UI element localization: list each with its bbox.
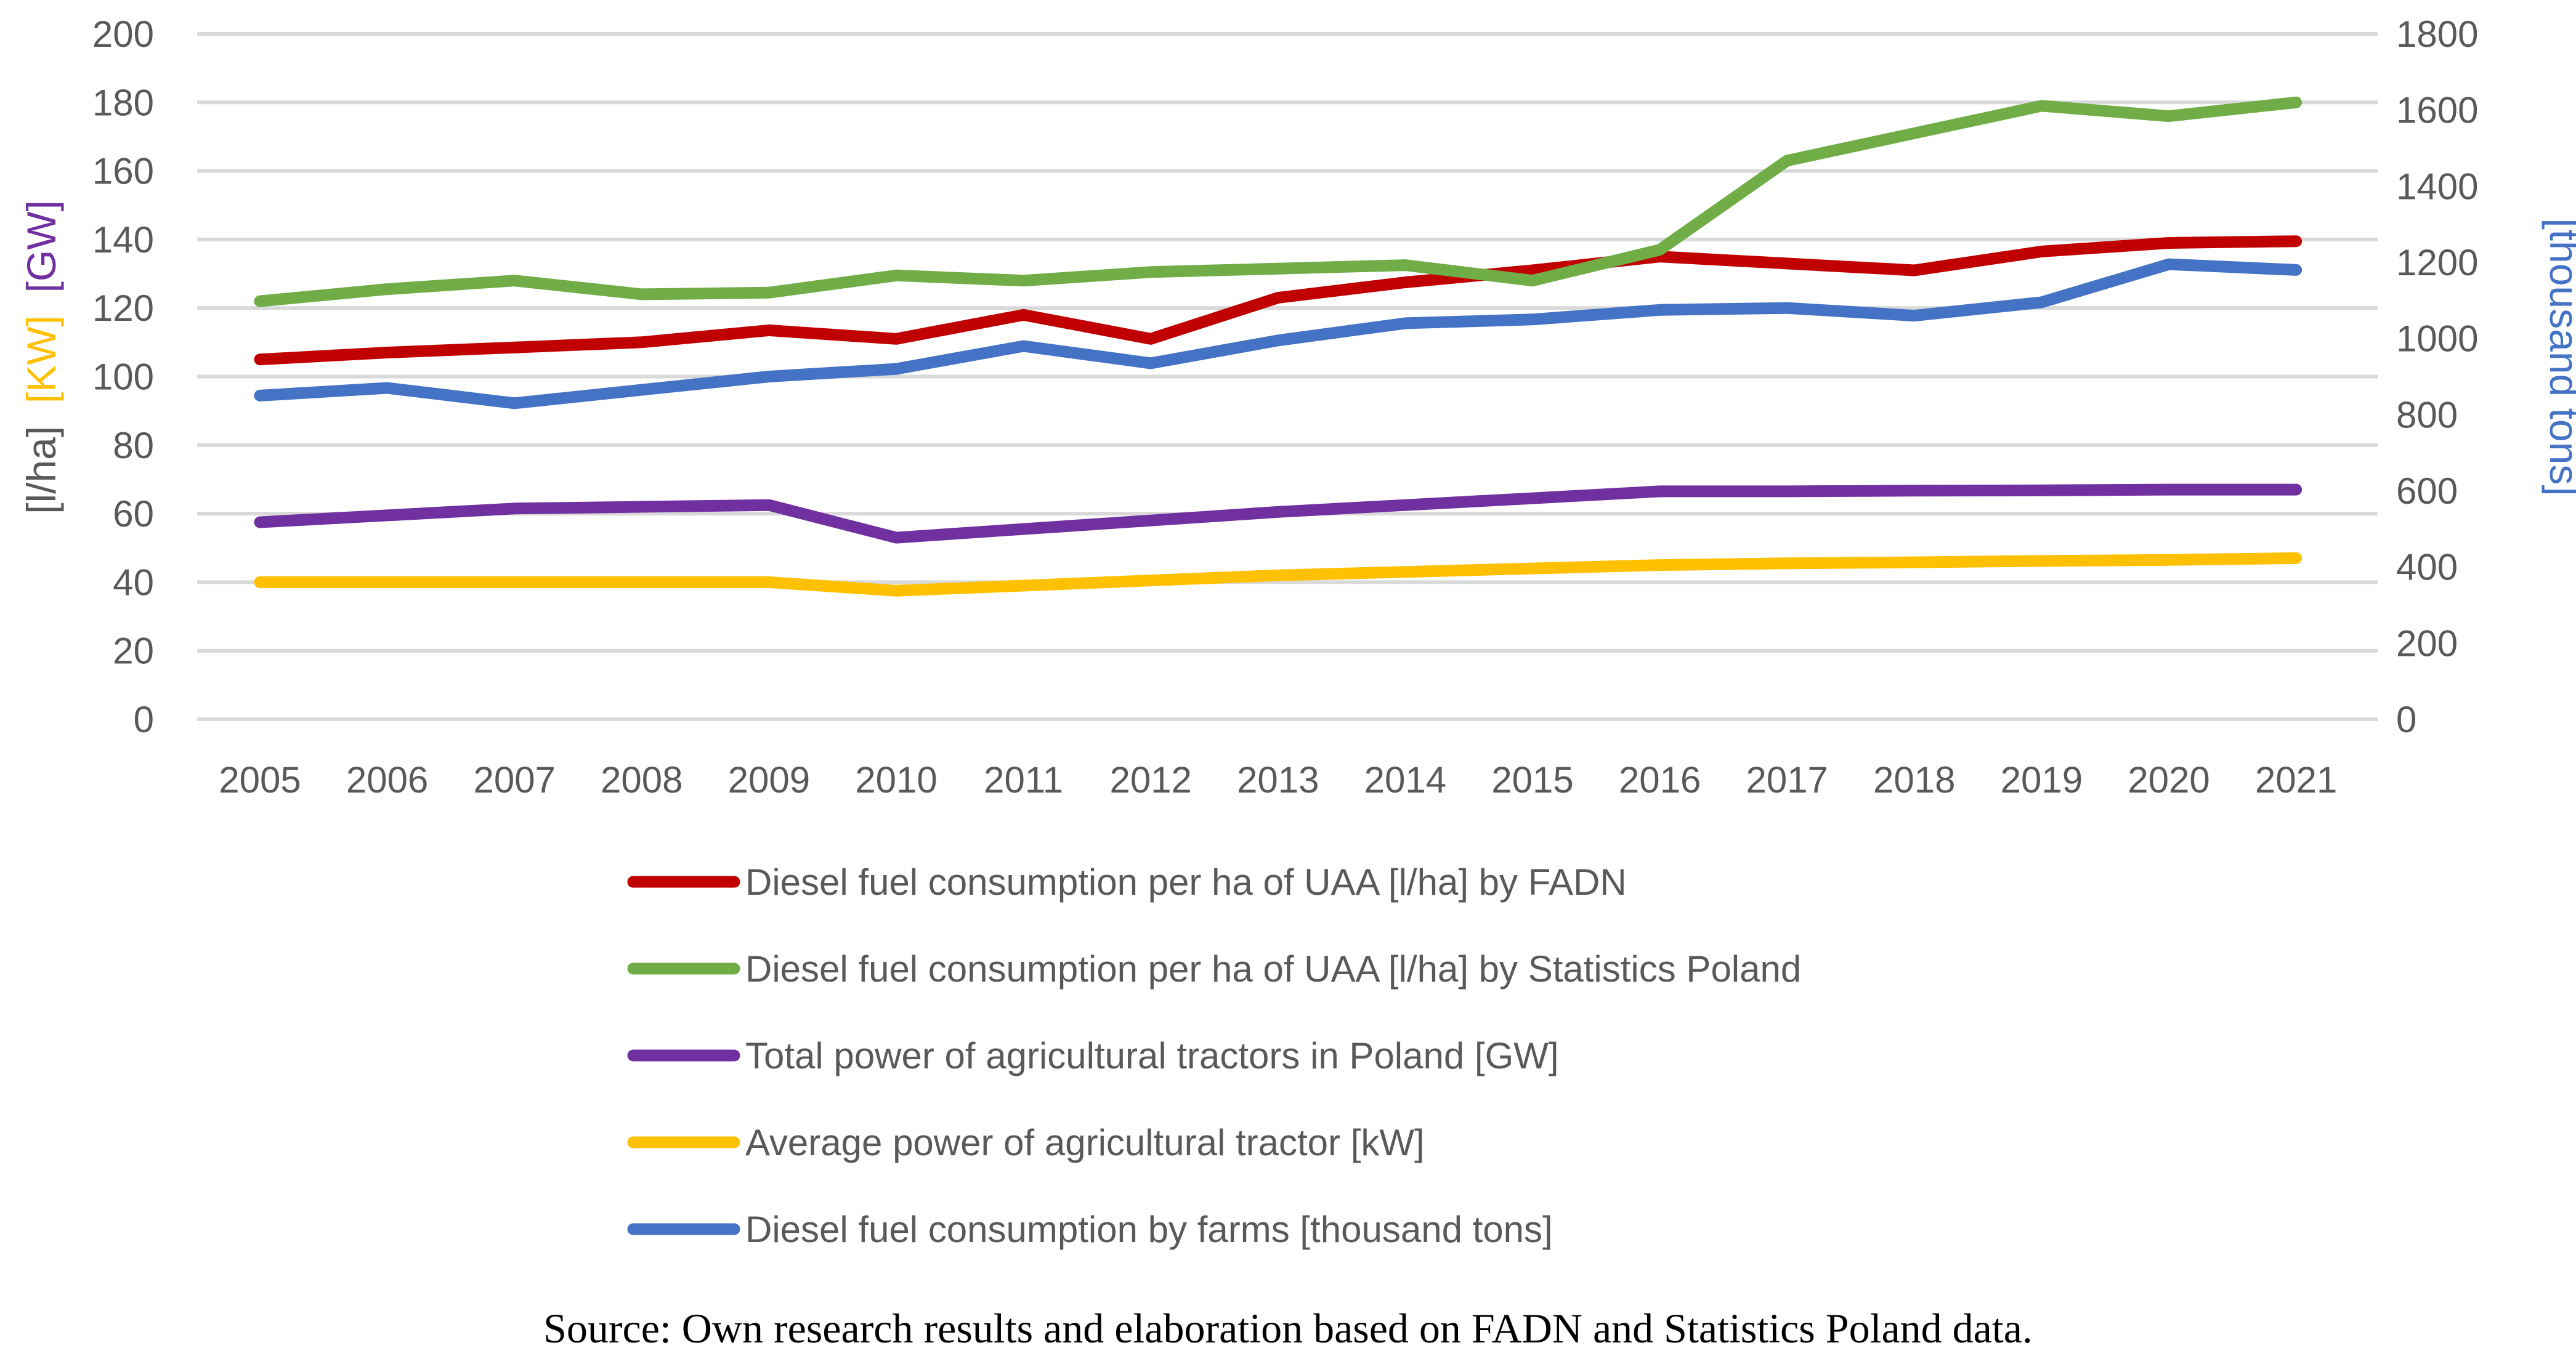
left-axis-title-part: [GW] [18,200,64,315]
legend-label: Diesel fuel consumption per ha of UAA [l… [745,862,1627,903]
right-tick-label: 600 [2396,470,2458,512]
left-tick-label: 20 [113,631,154,672]
right-tick-label: 1000 [2396,318,2478,360]
left-tick-label: 0 [134,699,154,740]
x-tick-label: 2013 [1237,759,1319,801]
right-tick-label: 400 [2396,547,2458,588]
series-line-4 [254,552,2303,597]
left-tick-label: 80 [113,425,154,466]
legend-label: Average power of agricultural tractor [k… [745,1122,1425,1163]
legend-label: Diesel fuel consumption by farms [thousa… [745,1209,1553,1250]
series-lines [254,96,2303,597]
x-tick-label: 2017 [1746,759,1828,801]
series-line-2 [254,96,2303,307]
legend-label: Diesel fuel consumption per ha of UAA [l… [745,948,1801,990]
legend-label: Total power of agricultural tractors in … [745,1035,1559,1076]
right-tick-label: 0 [2396,699,2416,740]
right-axis-title: [thousand tons] [2542,218,2576,496]
series-line-1 [254,235,2303,366]
right-tick-label: 800 [2396,394,2458,435]
x-tick-label: 2018 [1873,759,1955,801]
left-tick-label: 40 [113,562,154,603]
x-tick-label: 2009 [728,759,810,801]
left-tick-label: 60 [113,493,154,535]
right-tick-label: 1800 [2396,14,2478,55]
x-tick-label: 2006 [346,759,428,801]
x-tick-label: 2015 [1491,759,1573,801]
grid-lines [197,32,2378,721]
left-tick-label: 120 [92,288,154,329]
x-tick-label: 2012 [1109,759,1191,801]
x-tick-label: 2020 [2128,759,2209,801]
right-tick-label: 1400 [2396,166,2478,207]
x-tick-label: 2010 [855,759,937,801]
left-tick-label: 140 [92,219,154,260]
x-tick-label: 2007 [473,759,555,801]
left-axis-title-part: [l/ha] [18,426,64,514]
x-tick-label: 2019 [2001,759,2083,801]
left-tick-label: 100 [92,357,154,398]
series-line-5 [254,258,2303,410]
right-tick-label: 1600 [2396,90,2478,131]
x-tick-label: 2008 [601,759,682,801]
x-tick-label: 2021 [2255,759,2337,801]
right-axis-ticks: 0 200 400 600 800 1000 1200 1400 1600 1800 [2396,14,2478,740]
x-axis-ticks: 2005 2006 2007 2008 2009 2010 2011 2012 2013 2014… [219,759,2337,801]
left-axis-title-part: [KW] [18,315,64,426]
right-tick-label: 200 [2396,623,2458,664]
series-line-3 [254,483,2303,544]
left-tick-label: 160 [92,151,154,192]
left-axis-title: [l/ha] [KW] [GW] [18,200,64,514]
left-tick-label: 180 [92,82,154,123]
x-tick-label: 2016 [1619,759,1701,801]
x-tick-label: 2014 [1364,759,1446,801]
left-axis-ticks: 0 20 40 60 80 100 120 140 160 180 200 [92,14,154,740]
right-tick-label: 1200 [2396,242,2478,283]
left-tick-label: 200 [92,14,154,55]
source-note: Source: Own research results and elabora… [543,1305,2033,1352]
x-tick-label: 2005 [219,759,301,801]
legend: Diesel fuel consumption per ha of UAA [l… [627,862,1801,1250]
x-tick-label: 2011 [984,759,1063,801]
